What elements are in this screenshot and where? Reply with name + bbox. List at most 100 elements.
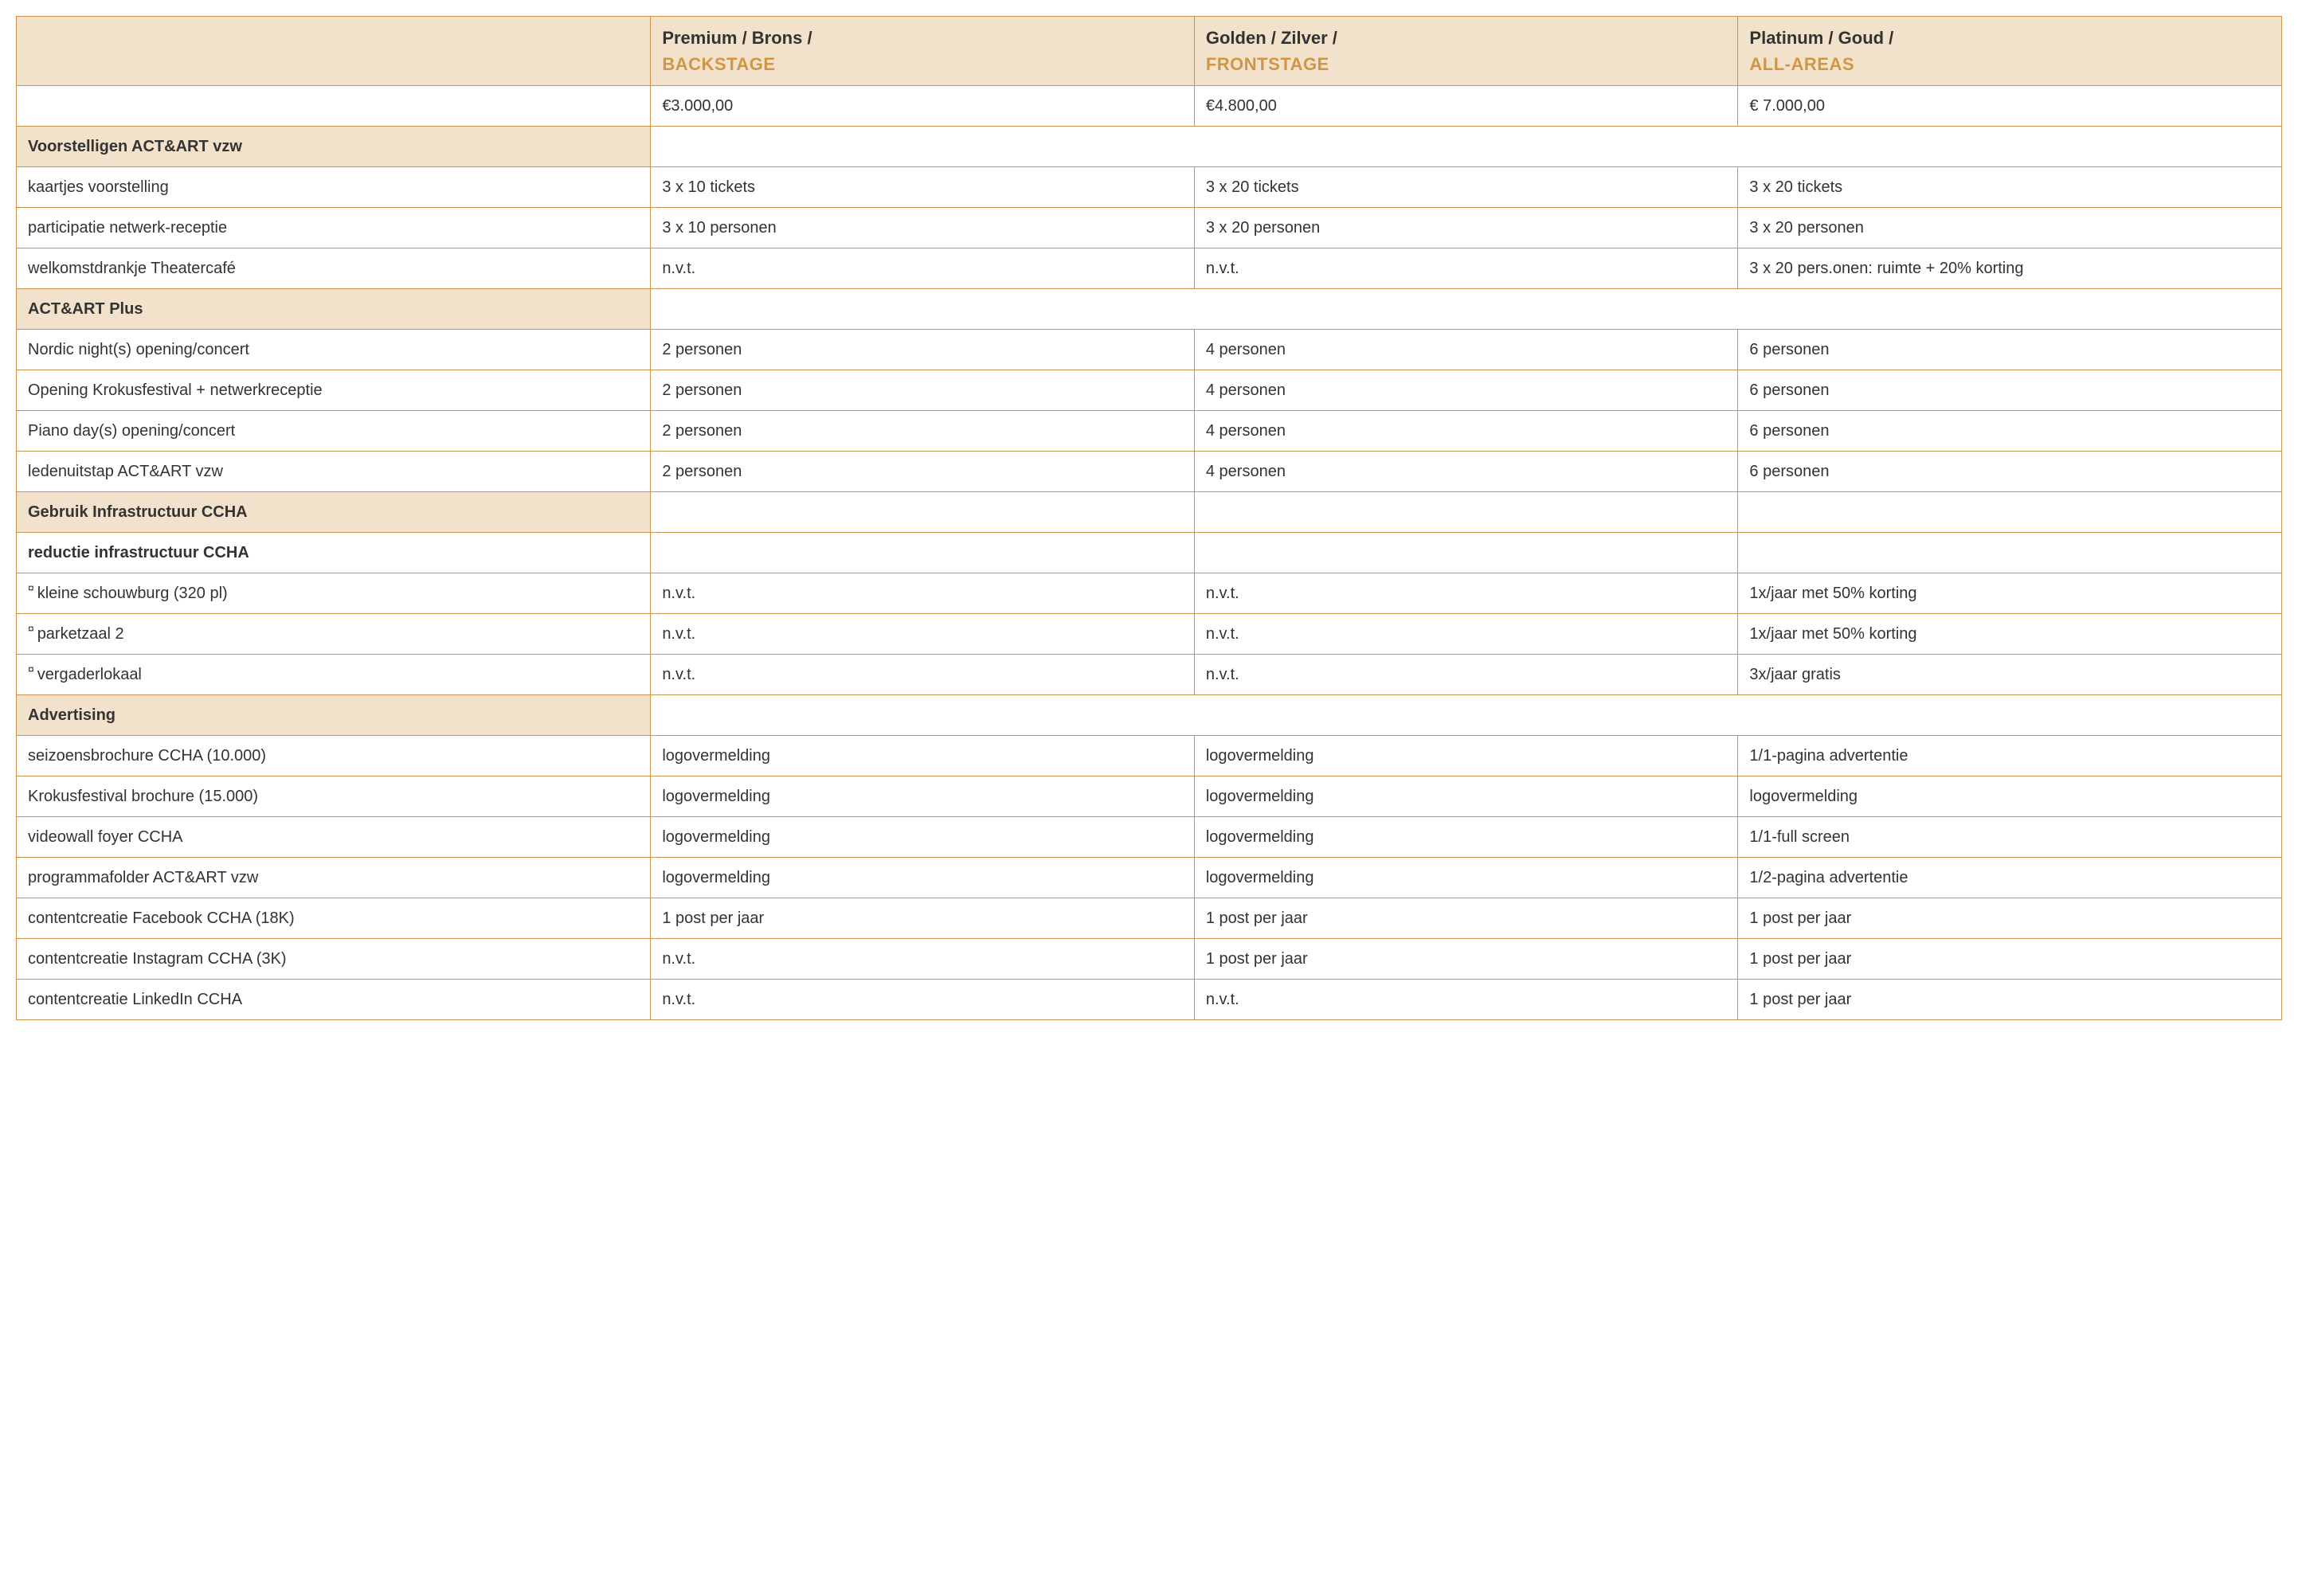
cell-value: 1x/jaar met 50% korting	[1738, 614, 2282, 655]
cell-value: 3 x 10 tickets	[651, 167, 1195, 208]
cell-value: 3 x 20 personen	[1738, 208, 2282, 248]
table-row: kleine schouwburg (320 pl)n.v.t.n.v.t.1x…	[17, 573, 2282, 614]
row-label: kleine schouwburg (320 pl)	[17, 573, 651, 614]
row-label: Opening Krokusfestival + netwerkreceptie	[17, 370, 651, 411]
empty-cell	[1738, 533, 2282, 573]
cell-value: 2 personen	[651, 452, 1195, 492]
row-label: seizoensbrochure CCHA (10.000)	[17, 736, 651, 776]
cell-value: 3 x 20 tickets	[1194, 167, 1738, 208]
cell-value: logovermelding	[651, 817, 1195, 858]
cell-value: logovermelding	[1194, 736, 1738, 776]
cell-value: n.v.t.	[651, 939, 1195, 980]
tier-price-platinum: € 7.000,00	[1738, 86, 2282, 127]
tier-header-row: Premium / Brons / BACKSTAGE Golden / Zil…	[17, 17, 2282, 86]
cell-value: 1/1-full screen	[1738, 817, 2282, 858]
section-header: ACT&ART Plus	[17, 289, 651, 330]
row-label: participatie netwerk-receptie	[17, 208, 651, 248]
empty-cell	[1194, 492, 1738, 533]
cell-value: 4 personen	[1194, 411, 1738, 452]
tier-price-premium: €3.000,00	[651, 86, 1195, 127]
empty-header-cell	[17, 17, 651, 86]
table-row: Krokusfestival brochure (15.000) logoverm…	[17, 776, 2282, 817]
row-label: vergaderlokaal	[17, 655, 651, 695]
cell-value: 1 post per jaar	[1738, 980, 2282, 1020]
tier-header-platinum: Platinum / Goud / ALL-AREAS	[1738, 17, 2282, 86]
table-row: contentcreatie LinkedIn CCHAn.v.t.n.v.t.…	[17, 980, 2282, 1020]
tier-price-golden: €4.800,00	[1194, 86, 1738, 127]
table-row: participatie netwerk-receptie3 x 10 pers…	[17, 208, 2282, 248]
price-row: €3.000,00 €4.800,00 € 7.000,00	[17, 86, 2282, 127]
cell-value: 1/1-pagina advertentie	[1738, 736, 2282, 776]
table-row: Opening Krokusfestival + netwerkreceptie…	[17, 370, 2282, 411]
cell-value: n.v.t.	[1194, 980, 1738, 1020]
row-label: ledenuitstap ACT&ART vzw	[17, 452, 651, 492]
table-row: contentcreatie Facebook CCHA (18K)1 post…	[17, 898, 2282, 939]
cell-value: 2 personen	[651, 330, 1195, 370]
cell-value: 6 personen	[1738, 452, 2282, 492]
cell-value: 4 personen	[1194, 330, 1738, 370]
row-label: Piano day(s) opening/concert	[17, 411, 651, 452]
cell-value: 6 personen	[1738, 330, 2282, 370]
cell-value: logovermelding	[651, 736, 1195, 776]
empty-cell	[651, 492, 1195, 533]
cell-value: n.v.t.	[1194, 248, 1738, 289]
cell-value: n.v.t.	[651, 980, 1195, 1020]
row-label: Nordic night(s) opening/concert	[17, 330, 651, 370]
tier-title-line2: ALL-AREAS	[1749, 54, 1854, 74]
cell-value: logovermelding	[1738, 776, 2282, 817]
cell-value: logovermelding	[1194, 858, 1738, 898]
tier-title-line1: Golden / Zilver /	[1206, 28, 1337, 48]
table-row: Piano day(s) opening/concert2 personen4 …	[17, 411, 2282, 452]
cell-value: 1 post per jaar	[1194, 898, 1738, 939]
cell-value: 4 personen	[1194, 452, 1738, 492]
cell-value: 6 personen	[1738, 411, 2282, 452]
table-row: ledenuitstap ACT&ART vzw2 personen4 pers…	[17, 452, 2282, 492]
section-header: Advertising	[17, 695, 651, 736]
section-header: Gebruik Infrastructuur CCHA	[17, 492, 651, 533]
cell-value: 1 post per jaar	[651, 898, 1195, 939]
tier-title-line1: Premium / Brons /	[662, 28, 812, 48]
cell-value: n.v.t.	[1194, 655, 1738, 695]
table-row: seizoensbrochure CCHA (10.000)logovermel…	[17, 736, 2282, 776]
table-row: parketzaal 2n.v.t.n.v.t.1x/jaar met 50% …	[17, 614, 2282, 655]
cell-value: logovermelding	[1194, 817, 1738, 858]
cell-value: n.v.t.	[651, 655, 1195, 695]
cell-value: n.v.t.	[651, 573, 1195, 614]
tier-title-line1: Platinum / Goud /	[1749, 28, 1893, 48]
table-row: programmafolder ACT&ART vzwlogovermeldin…	[17, 858, 2282, 898]
section-header: reductie infrastructuur CCHA	[17, 533, 651, 573]
section-header-span	[651, 695, 2282, 736]
cell-value: 2 personen	[651, 411, 1195, 452]
row-label: contentcreatie LinkedIn CCHA	[17, 980, 651, 1020]
cell-value: n.v.t.	[651, 614, 1195, 655]
cell-value: 2 personen	[651, 370, 1195, 411]
cell-value: n.v.t.	[1194, 614, 1738, 655]
cell-value: n.v.t.	[651, 248, 1195, 289]
table-row: welkomstdrankje Theatercafén.v.t.n.v.t.3…	[17, 248, 2282, 289]
section-header-span	[651, 127, 2282, 167]
cell-value: 1 post per jaar	[1738, 939, 2282, 980]
section-header-span	[651, 289, 2282, 330]
section-header: Voorstelligen ACT&ART vzw	[17, 127, 651, 167]
empty-cell	[1194, 533, 1738, 573]
table-row: vergaderlokaaln.v.t.n.v.t.3x/jaar gratis	[17, 655, 2282, 695]
tier-title-line2: FRONTSTAGE	[1206, 54, 1329, 74]
row-label: contentcreatie Instagram CCHA (3K)	[17, 939, 651, 980]
empty-cell	[1738, 492, 2282, 533]
row-label: Krokusfestival brochure (15.000)	[17, 776, 651, 817]
cell-value: 3x/jaar gratis	[1738, 655, 2282, 695]
table-row: contentcreatie Instagram CCHA (3K)n.v.t.…	[17, 939, 2282, 980]
empty-cell	[651, 533, 1195, 573]
cell-value: 3 x 20 tickets	[1738, 167, 2282, 208]
cell-value: 6 personen	[1738, 370, 2282, 411]
table-body: Voorstelligen ACT&ART vzwkaartjes voorst…	[17, 127, 2282, 1020]
row-label: contentcreatie Facebook CCHA (18K)	[17, 898, 651, 939]
row-label: parketzaal 2	[17, 614, 651, 655]
table-row: videowall foyer CCHAlogovermeldinglogove…	[17, 817, 2282, 858]
empty-price-cell	[17, 86, 651, 127]
row-label: videowall foyer CCHA	[17, 817, 651, 858]
row-label: welkomstdrankje Theatercafé	[17, 248, 651, 289]
sponsorship-tiers-table: Premium / Brons / BACKSTAGE Golden / Zil…	[16, 16, 2282, 1020]
tier-title-line2: BACKSTAGE	[662, 54, 775, 74]
table-row: Nordic night(s) opening/concert2 persone…	[17, 330, 2282, 370]
